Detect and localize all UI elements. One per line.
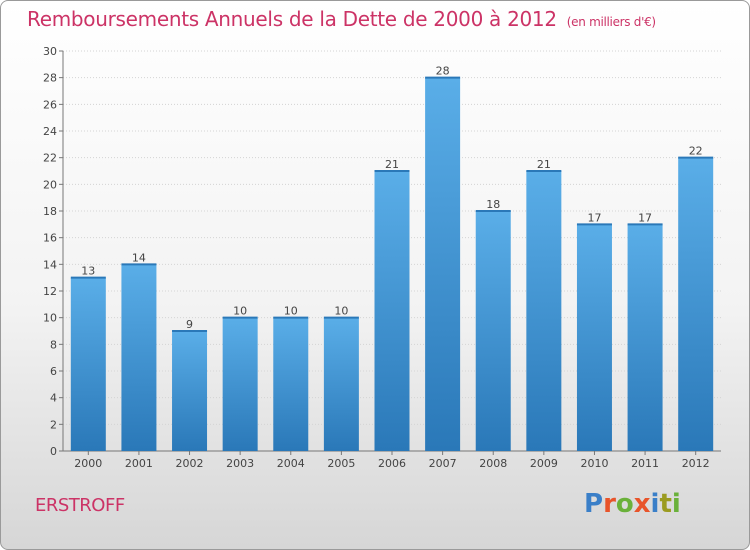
bar-value-label: 10 [334, 305, 348, 318]
logo-letter: r [603, 489, 616, 519]
bar [526, 171, 562, 451]
logo-letter: P [584, 489, 604, 519]
logo-letter: i [650, 489, 660, 519]
bar [576, 224, 612, 451]
bar-value-label: 10 [233, 305, 247, 318]
bar [627, 224, 663, 451]
chart-title-text: Remboursements Annuels de la Dette de 20… [27, 7, 557, 31]
bar [222, 317, 258, 451]
y-tick-label: 22 [43, 152, 57, 165]
y-tick-label: 28 [43, 72, 57, 85]
bar [425, 77, 461, 452]
x-tick-label: 2002 [176, 457, 204, 470]
x-tick-label: 2006 [378, 457, 406, 470]
y-tick-label: 26 [43, 98, 57, 111]
x-tick-label: 2008 [479, 457, 507, 470]
y-tick-label: 6 [50, 365, 57, 378]
bar-value-label: 13 [81, 265, 95, 278]
y-tick-label: 30 [43, 45, 57, 58]
bar-value-label: 21 [385, 158, 399, 171]
x-tick-label: 2005 [327, 457, 355, 470]
bar [374, 171, 410, 451]
x-tick-label: 2001 [125, 457, 153, 470]
bar-value-label: 10 [284, 305, 298, 318]
bar [475, 211, 511, 451]
x-tick-label: 2003 [226, 457, 254, 470]
bar [273, 317, 309, 451]
bar [121, 264, 157, 451]
bar-value-label: 14 [132, 251, 146, 264]
y-tick-label: 8 [50, 338, 57, 351]
x-tick-label: 2004 [277, 457, 305, 470]
x-tick-label: 2000 [74, 457, 102, 470]
y-tick-label: 0 [50, 445, 57, 458]
y-tick-label: 2 [50, 418, 57, 431]
bar-value-label: 17 [587, 211, 601, 224]
bar-value-label: 28 [436, 65, 450, 78]
bar-value-label: 22 [689, 145, 703, 158]
y-tick-label: 14 [43, 258, 57, 271]
y-tick-label: 10 [43, 312, 57, 325]
x-tick-label: 2010 [580, 457, 608, 470]
proxiti-logo: Proxiti [584, 489, 681, 519]
bars [70, 76, 714, 452]
y-tick-label: 4 [50, 392, 57, 405]
commune-name: ERSTROFF [35, 495, 125, 516]
logo-letter: i [671, 489, 681, 519]
logo-letter: t [659, 489, 672, 519]
y-tick-label: 24 [43, 125, 57, 138]
data-labels: 13 14 9 10 10 10 21 28 18 21 17 17 22 [81, 65, 702, 331]
x-tick-label: 2011 [631, 457, 659, 470]
chart-title: Remboursements Annuels de la Dette de 20… [27, 7, 656, 31]
y-tick-label: 20 [43, 178, 57, 191]
y-tick-label: 18 [43, 205, 57, 218]
bar [172, 331, 208, 451]
bar-value-label: 17 [638, 211, 652, 224]
bar [323, 317, 359, 451]
logo-letter: x [633, 489, 651, 519]
x-tick-label: 2007 [429, 457, 457, 470]
chart-subtitle: (en milliers d'€) [566, 15, 656, 29]
bar-value-label: 9 [186, 318, 193, 331]
logo-letter: o [615, 489, 634, 519]
bar-value-label: 21 [537, 158, 551, 171]
y-tick-label: 12 [43, 285, 57, 298]
bar [70, 277, 106, 451]
x-tick-label: 2012 [682, 457, 710, 470]
x-tick-label: 2009 [530, 457, 558, 470]
bar [678, 157, 714, 451]
bar-value-label: 18 [486, 198, 500, 211]
y-tick-label: 16 [43, 232, 57, 245]
